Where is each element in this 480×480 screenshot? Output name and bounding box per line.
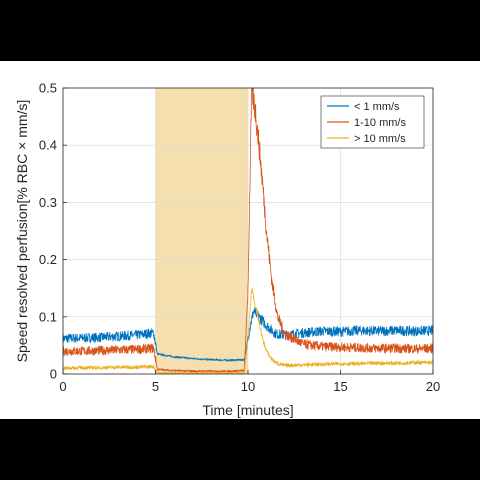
legend-label-2: > 10 mm/s — [354, 133, 406, 145]
legend-box — [320, 95, 425, 149]
series-group — [62, 87, 434, 374]
legend-label-1: 1-10 mm/s — [354, 117, 406, 129]
x-tick-label: 20 — [426, 379, 440, 394]
shaded-interval — [155, 88, 248, 374]
y-tick-label: 0.2 — [39, 252, 57, 267]
legend: < 1 mm/s 1-10 mm/s > 10 mm/s — [320, 95, 425, 149]
x-tick-label: 10 — [241, 379, 255, 394]
series-line-2 — [62, 287, 434, 374]
y-tick-label: 0.5 — [39, 81, 57, 96]
series-line-1 — [62, 87, 434, 373]
x-tick-label: 0 — [59, 379, 66, 394]
y-tick-label: 0.1 — [39, 309, 57, 324]
axis-ticks: 0 5 10 15 20 0 0.1 0.2 0.3 0.4 0.5 — [39, 81, 440, 395]
x-tick-label: 15 — [333, 379, 347, 394]
y-tick-label: 0.3 — [39, 195, 57, 210]
x-tick-label: 5 — [152, 379, 159, 394]
y-axis-title: Speed resolved perfusion[% RBC × mm/s] — [14, 100, 30, 363]
y-tick-label: 0.4 — [39, 138, 57, 153]
y-tick-label: 0 — [50, 367, 57, 382]
x-axis-title: Time [minutes] — [202, 402, 293, 418]
legend-label-0: < 1 mm/s — [354, 101, 400, 113]
figure-panel: 0 5 10 15 20 0 0.1 0.2 0.3 0.4 0.5 Time [minutes] … — [0, 61, 480, 419]
